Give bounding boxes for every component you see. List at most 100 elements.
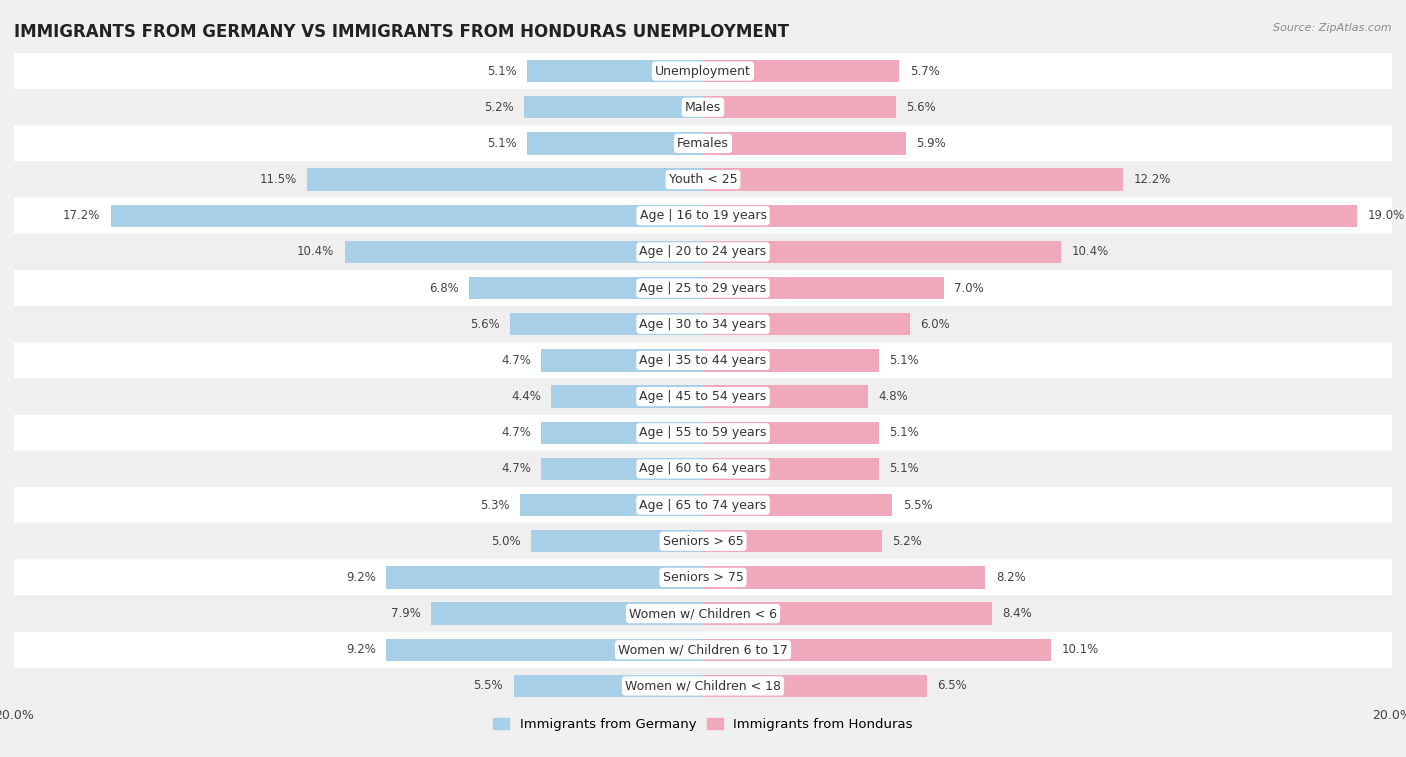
Bar (387, 566, 703, 589)
Bar (703, 96, 896, 118)
Text: 7.9%: 7.9% (391, 607, 420, 620)
Text: 10.1%: 10.1% (1062, 643, 1098, 656)
Bar (703, 132, 907, 154)
Text: 5.1%: 5.1% (488, 137, 517, 150)
Bar (531, 530, 703, 553)
Text: Source: ZipAtlas.com: Source: ZipAtlas.com (1274, 23, 1392, 33)
Bar (703, 204, 1358, 227)
Text: 5.7%: 5.7% (910, 64, 939, 77)
Bar (703, 277, 945, 299)
Bar (541, 458, 703, 480)
Text: Age | 35 to 44 years: Age | 35 to 44 years (640, 354, 766, 367)
FancyBboxPatch shape (14, 415, 1392, 451)
Bar (703, 566, 986, 589)
Bar (703, 313, 910, 335)
Text: 5.1%: 5.1% (889, 354, 918, 367)
Bar (703, 603, 993, 625)
Legend: Immigrants from Germany, Immigrants from Honduras: Immigrants from Germany, Immigrants from… (488, 713, 918, 737)
Text: 8.2%: 8.2% (995, 571, 1025, 584)
FancyBboxPatch shape (14, 342, 1392, 378)
Bar (387, 639, 703, 661)
Text: Age | 30 to 34 years: Age | 30 to 34 years (640, 318, 766, 331)
Bar (510, 313, 703, 335)
Text: 19.0%: 19.0% (1368, 209, 1405, 223)
FancyBboxPatch shape (14, 53, 1392, 89)
Text: Age | 45 to 54 years: Age | 45 to 54 years (640, 390, 766, 403)
Text: Males: Males (685, 101, 721, 114)
Bar (541, 349, 703, 372)
Text: 6.5%: 6.5% (938, 680, 967, 693)
Text: 5.3%: 5.3% (481, 499, 510, 512)
Text: 10.4%: 10.4% (297, 245, 335, 258)
Text: 5.9%: 5.9% (917, 137, 946, 150)
Text: Unemployment: Unemployment (655, 64, 751, 77)
FancyBboxPatch shape (14, 596, 1392, 631)
Bar (703, 168, 1123, 191)
Text: Women w/ Children < 6: Women w/ Children < 6 (628, 607, 778, 620)
Text: 5.1%: 5.1% (889, 463, 918, 475)
Text: 11.5%: 11.5% (259, 173, 297, 186)
FancyBboxPatch shape (14, 234, 1392, 270)
Bar (703, 385, 869, 408)
Text: 4.7%: 4.7% (501, 463, 531, 475)
Text: 17.2%: 17.2% (63, 209, 100, 223)
Text: 5.1%: 5.1% (488, 64, 517, 77)
Text: 5.6%: 5.6% (907, 101, 936, 114)
Bar (541, 422, 703, 444)
FancyBboxPatch shape (14, 451, 1392, 487)
FancyBboxPatch shape (14, 631, 1392, 668)
Bar (551, 385, 703, 408)
Bar (430, 603, 703, 625)
Text: Females: Females (678, 137, 728, 150)
Bar (703, 674, 927, 697)
Text: Women w/ Children < 18: Women w/ Children < 18 (626, 680, 780, 693)
Bar (524, 96, 703, 118)
Text: 5.2%: 5.2% (893, 534, 922, 548)
Text: 10.4%: 10.4% (1071, 245, 1109, 258)
Text: 5.5%: 5.5% (474, 680, 503, 693)
Bar (513, 674, 703, 697)
FancyBboxPatch shape (14, 198, 1392, 234)
FancyBboxPatch shape (14, 270, 1392, 306)
FancyBboxPatch shape (14, 378, 1392, 415)
FancyBboxPatch shape (14, 89, 1392, 126)
Text: Women w/ Children 6 to 17: Women w/ Children 6 to 17 (619, 643, 787, 656)
Text: 6.0%: 6.0% (920, 318, 950, 331)
Bar (703, 639, 1050, 661)
FancyBboxPatch shape (14, 523, 1392, 559)
Bar (307, 168, 703, 191)
Text: 7.0%: 7.0% (955, 282, 984, 294)
Text: Age | 20 to 24 years: Age | 20 to 24 years (640, 245, 766, 258)
Text: 4.8%: 4.8% (879, 390, 908, 403)
Text: 6.8%: 6.8% (429, 282, 458, 294)
Text: Youth < 25: Youth < 25 (669, 173, 737, 186)
Text: 9.2%: 9.2% (346, 643, 375, 656)
FancyBboxPatch shape (14, 161, 1392, 198)
Text: Age | 25 to 29 years: Age | 25 to 29 years (640, 282, 766, 294)
Text: 5.0%: 5.0% (491, 534, 520, 548)
FancyBboxPatch shape (14, 668, 1392, 704)
Text: 5.1%: 5.1% (889, 426, 918, 439)
Text: 5.6%: 5.6% (470, 318, 499, 331)
FancyBboxPatch shape (14, 559, 1392, 596)
Text: IMMIGRANTS FROM GERMANY VS IMMIGRANTS FROM HONDURAS UNEMPLOYMENT: IMMIGRANTS FROM GERMANY VS IMMIGRANTS FR… (14, 23, 789, 41)
Text: Age | 65 to 74 years: Age | 65 to 74 years (640, 499, 766, 512)
Text: Age | 16 to 19 years: Age | 16 to 19 years (640, 209, 766, 223)
Text: 8.4%: 8.4% (1002, 607, 1032, 620)
Text: 4.7%: 4.7% (501, 426, 531, 439)
Bar (703, 60, 900, 83)
Text: Age | 55 to 59 years: Age | 55 to 59 years (640, 426, 766, 439)
Bar (468, 277, 703, 299)
Bar (703, 458, 879, 480)
Bar (344, 241, 703, 263)
Bar (520, 494, 703, 516)
FancyBboxPatch shape (14, 487, 1392, 523)
Text: Age | 60 to 64 years: Age | 60 to 64 years (640, 463, 766, 475)
Text: 12.2%: 12.2% (1133, 173, 1171, 186)
Text: 4.4%: 4.4% (512, 390, 541, 403)
Bar (703, 349, 879, 372)
Text: 5.2%: 5.2% (484, 101, 513, 114)
Bar (527, 132, 703, 154)
Bar (527, 60, 703, 83)
Bar (703, 422, 879, 444)
